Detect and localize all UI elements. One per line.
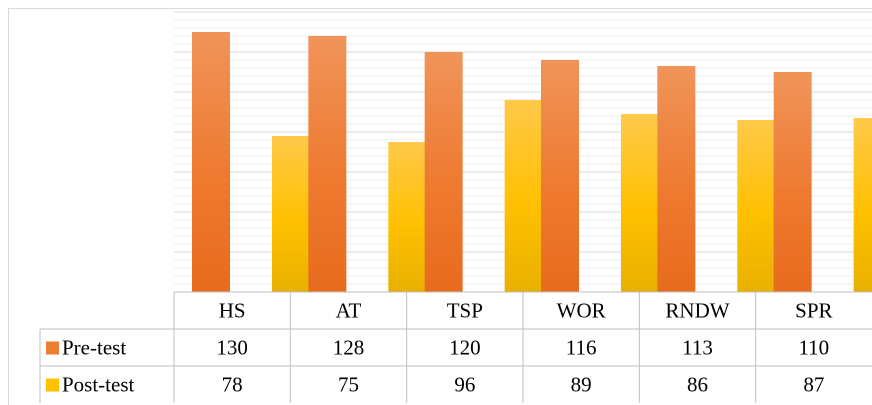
data-label: 110: [798, 336, 829, 360]
data-label: 113: [682, 336, 713, 360]
legend-key: [46, 378, 59, 392]
legend-label: Post-test: [62, 373, 135, 397]
bars: [192, 32, 872, 292]
data-label: 75: [338, 373, 359, 397]
bar-post-test-rndw: [737, 120, 776, 292]
bar-post-test-wor: [621, 114, 659, 292]
data-label: 96: [454, 373, 475, 397]
tick-label: RNDW: [665, 299, 729, 323]
data-label: 130: [216, 336, 248, 360]
data-label: 78: [222, 373, 243, 397]
bar-pre-test-at: [308, 36, 347, 292]
data-label: 116: [566, 336, 597, 360]
bar-pre-test-rndw: [657, 66, 696, 292]
bar-post-test-hs: [272, 136, 310, 292]
bar-pre-test-spr: [773, 72, 812, 292]
bar-post-test-at: [388, 142, 427, 292]
chart-frame: [8, 8, 872, 405]
bar-post-test-spr: [853, 118, 872, 292]
data-label: 89: [571, 373, 592, 397]
data-label: 87: [803, 373, 824, 397]
bar-pre-test-wor: [541, 60, 579, 292]
data-table: HS AT TSP WOR RNDW SPR Pre-test 130 128 120 116 113…: [39, 291, 872, 403]
bar-post-test-tsp: [504, 100, 543, 292]
bar-pre-test-tsp: [424, 52, 463, 292]
data-label: 128: [333, 336, 365, 360]
tick-label: AT: [336, 299, 362, 323]
tick-label: SPR: [795, 299, 832, 323]
tick-label: WOR: [557, 299, 606, 323]
legend-label: Pre-test: [62, 336, 126, 360]
data-label: 120: [449, 336, 481, 360]
legend-key: [46, 341, 59, 355]
data-label: 86: [687, 373, 708, 397]
tick-label: TSP: [447, 299, 483, 323]
tick-label: HS: [219, 299, 246, 323]
bar-pre-test-hs: [192, 32, 230, 292]
